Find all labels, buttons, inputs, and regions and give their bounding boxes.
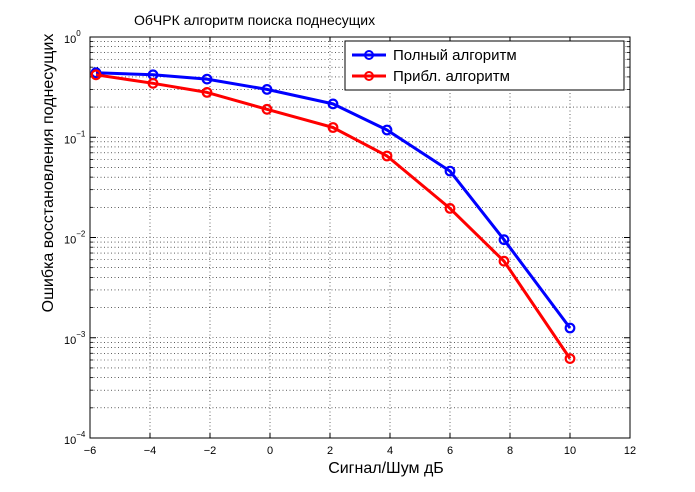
y-tick-label: 100: [64, 29, 81, 46]
legend-box: [344, 40, 625, 91]
series-0-point: [201, 73, 213, 85]
x-tick-label: 0: [267, 445, 273, 457]
x-tick-label: 10: [564, 445, 576, 457]
series-1-point: [90, 69, 102, 81]
x-tick-label: 6: [447, 445, 453, 457]
x-tick-label: −2: [204, 445, 217, 457]
series-0-point: [444, 165, 456, 177]
legend-marker-approx: [364, 71, 374, 81]
legend: Полный алгоритм Прибл. алгоритм: [344, 40, 625, 91]
series-1-point: [381, 150, 393, 162]
y-tick-label: 10−1: [64, 129, 86, 146]
y-tick-base: 10: [64, 235, 76, 247]
series-0-point: [498, 234, 510, 246]
series-line-1: [95, 73, 572, 360]
y-tick-exponent: −1: [76, 129, 86, 138]
x-tick-label: 8: [507, 445, 513, 457]
series-1-point: [201, 86, 213, 98]
y-tick-exponent: 0: [76, 29, 81, 38]
y-axis-label: Ошибка восстановления поднесущих: [40, 34, 57, 313]
y-tick-label: 10−3: [64, 330, 86, 347]
y-tick-label: 10−2: [64, 230, 86, 247]
plot-frame: [89, 36, 631, 439]
y-tick-base: 10: [64, 134, 76, 146]
series-line-0: [95, 71, 572, 329]
series-1-point: [261, 103, 273, 115]
chart-title: ОбЧРК алгоритм поиска поднесущих: [134, 12, 375, 28]
x-axis-label: Сигнал/Шум дБ: [328, 460, 444, 477]
series-0-point: [564, 322, 576, 334]
x-tick-label: −4: [144, 445, 157, 457]
series-0-point: [327, 98, 339, 110]
series-0-point: [381, 124, 393, 136]
series-1-point: [498, 255, 510, 267]
series-1-point: [327, 122, 339, 133]
y-tick-base: 10: [64, 34, 76, 46]
series-group: [90, 67, 576, 365]
x-tick-label: 12: [624, 445, 636, 457]
series-1-point: [444, 202, 456, 214]
x-tick-label: 2: [327, 445, 333, 457]
y-tick-base: 10: [64, 335, 76, 347]
y-tick-exponent: −4: [76, 430, 86, 439]
series-1-point: [147, 77, 159, 89]
legend-label-full: Полный алгоритм: [393, 47, 517, 64]
y-tick-exponent: −3: [76, 330, 86, 339]
legend-label-approx: Прибл. алгоритм: [393, 68, 510, 85]
y-tick-base: 10: [64, 435, 76, 447]
series-0-point: [261, 83, 273, 95]
x-tick-label: −6: [84, 445, 97, 457]
x-tick-label: 4: [387, 445, 393, 457]
y-tick-label: 10−4: [64, 430, 86, 447]
series-1-point: [564, 353, 576, 365]
legend-marker-full: [364, 50, 374, 60]
y-tick-exponent: −2: [76, 230, 86, 239]
